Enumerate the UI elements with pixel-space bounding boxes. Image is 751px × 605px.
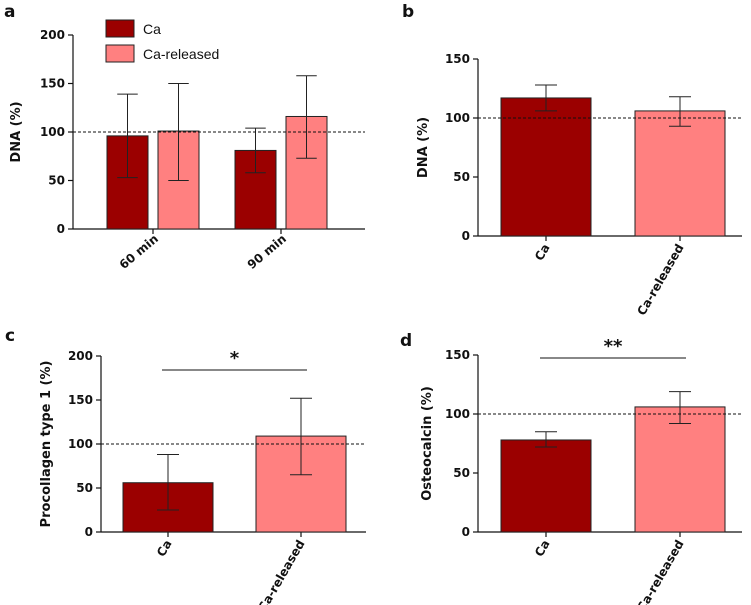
panel-a-x-tick-label: 60 min xyxy=(117,232,161,272)
panel-a-legend-swatch-ca xyxy=(105,19,135,38)
panel-b-y-tick-label: 0 xyxy=(462,229,470,243)
panel-c-letter: c xyxy=(5,326,15,346)
panel-d-bar-ca-released xyxy=(634,406,726,533)
panel-b-y-tick-label: 100 xyxy=(445,111,470,125)
panel-c-significance-label: * xyxy=(230,348,240,369)
panel-b-letter: b xyxy=(402,2,414,22)
panel-c-x-tick-label: Ca xyxy=(154,538,175,560)
panel-b-bar-ca-released xyxy=(634,110,726,237)
panel-a-y-tick-label: 0 xyxy=(57,222,65,236)
panel-d-x-tick-label: Ca-released xyxy=(634,538,686,605)
panel-a-letter: a xyxy=(4,2,15,22)
panel-d-letter: d xyxy=(400,331,412,351)
panel-d-y-tick-label: 100 xyxy=(445,407,470,421)
panel-d-y-axis-label: Osteocalcin (%) xyxy=(420,386,435,501)
panel-b-y-tick-label: 150 xyxy=(445,52,470,66)
panel-c-x-tick-label: Ca-released xyxy=(255,538,307,605)
panel-c-y-tick-label: 150 xyxy=(68,393,93,407)
panel-c-y-tick-label: 100 xyxy=(68,437,93,451)
panel-b-x-tick-label: Ca xyxy=(532,242,553,264)
panel-a-x-tick-label: 90 min xyxy=(245,232,289,272)
panel-a-y-tick-label: 150 xyxy=(40,77,65,91)
panel-a-legend-label: Ca-released xyxy=(143,46,219,62)
panel-d-significance-label: ** xyxy=(604,336,623,357)
panel-c-y-tick-label: 200 xyxy=(68,349,93,363)
panel-a-legend-swatch-ca-released xyxy=(105,44,135,63)
panel-b-y-axis-label: DNA (%) xyxy=(416,117,431,178)
panel-d-x-tick-label: Ca xyxy=(532,538,553,560)
panel-a-legend-label: Ca xyxy=(143,21,161,37)
panel-c-y-axis-label: Procollagen type 1 (%) xyxy=(39,361,54,528)
panel-a-y-tick-label: 100 xyxy=(40,125,65,139)
panel-b-x-tick-label: Ca-released xyxy=(634,242,686,318)
panel-d-y-tick-label: 150 xyxy=(445,348,470,362)
panel-d-y-tick-label: 50 xyxy=(453,466,470,480)
panel-d-y-tick-label: 0 xyxy=(462,525,470,539)
panel-b-y-tick-label: 50 xyxy=(453,170,470,184)
panel-a-y-tick-label: 200 xyxy=(40,28,65,42)
panel-d-bar-ca xyxy=(500,439,592,533)
panel-c-y-tick-label: 0 xyxy=(85,525,93,539)
panel-b-bar-ca xyxy=(500,97,592,237)
panel-c-y-tick-label: 50 xyxy=(76,481,93,495)
panel-a-y-tick-label: 50 xyxy=(48,174,65,188)
panel-a-y-axis-label: DNA (%) xyxy=(9,101,24,162)
